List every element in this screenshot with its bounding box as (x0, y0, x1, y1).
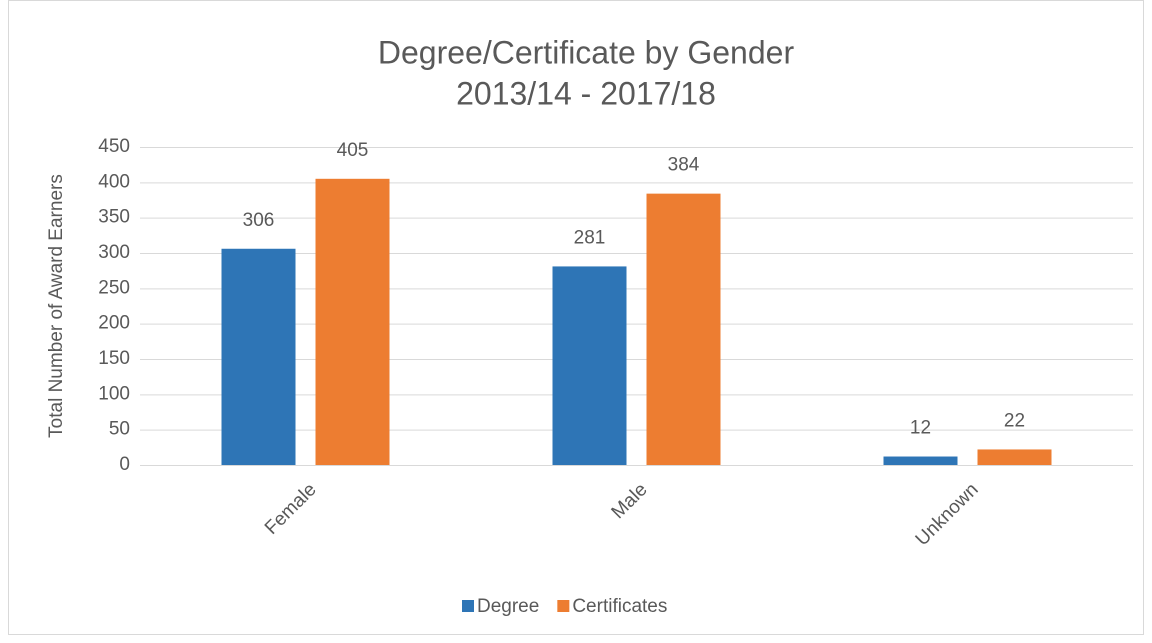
value-label: 306 (243, 210, 275, 231)
value-label: 281 (574, 227, 606, 248)
legend-swatch (462, 600, 474, 612)
y-tick-label: 0 (119, 454, 130, 475)
y-tick-label: 450 (98, 136, 130, 157)
value-label: 384 (668, 155, 700, 176)
y-tick-label: 50 (109, 419, 130, 440)
chart-title: Degree/Certificate by Gender (378, 34, 795, 70)
y-tick-label: 350 (98, 207, 130, 228)
bar (315, 178, 390, 466)
y-tick-label: 300 (98, 242, 130, 263)
bar (977, 449, 1052, 465)
value-label: 12 (910, 418, 931, 439)
chart-subtitle: 2013/14 - 2017/18 (456, 75, 716, 111)
legend-label: Certificates (572, 596, 667, 617)
y-tick-label: 400 (98, 171, 130, 192)
bar (883, 456, 958, 465)
bar (221, 248, 296, 465)
value-label: 22 (1004, 410, 1025, 431)
y-tick-label: 150 (98, 348, 130, 369)
y-axis-label: Total Number of Award Earners (46, 174, 67, 438)
y-tick-label: 200 (98, 313, 130, 334)
y-tick-label: 250 (98, 277, 130, 298)
legend-swatch (557, 600, 570, 612)
value-label: 405 (337, 140, 369, 161)
y-tick-label: 100 (98, 383, 130, 404)
bar (552, 266, 627, 465)
bar (646, 193, 721, 465)
legend-label: Degree (477, 596, 539, 617)
